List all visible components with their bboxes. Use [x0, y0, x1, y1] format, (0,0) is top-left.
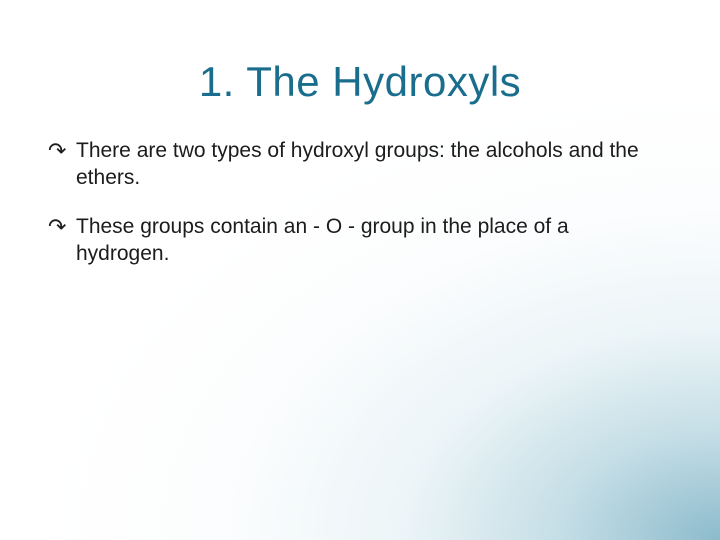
bullet-item: ↷ There are two types of hydroxyl groups…: [48, 138, 650, 192]
slide-title: 1. The Hydroxyls: [0, 58, 720, 106]
bullet-marker-icon: ↷: [48, 216, 66, 238]
bullet-item: ↷ These groups contain an - O - group in…: [48, 214, 650, 268]
slide-body: ↷ There are two types of hydroxyl groups…: [48, 138, 650, 290]
bullet-text: There are two types of hydroxyl groups: …: [76, 139, 639, 189]
slide: 1. The Hydroxyls ↷ There are two types o…: [0, 0, 720, 540]
bullet-text: These groups contain an - O - group in t…: [76, 215, 569, 265]
bullet-marker-icon: ↷: [48, 140, 66, 162]
